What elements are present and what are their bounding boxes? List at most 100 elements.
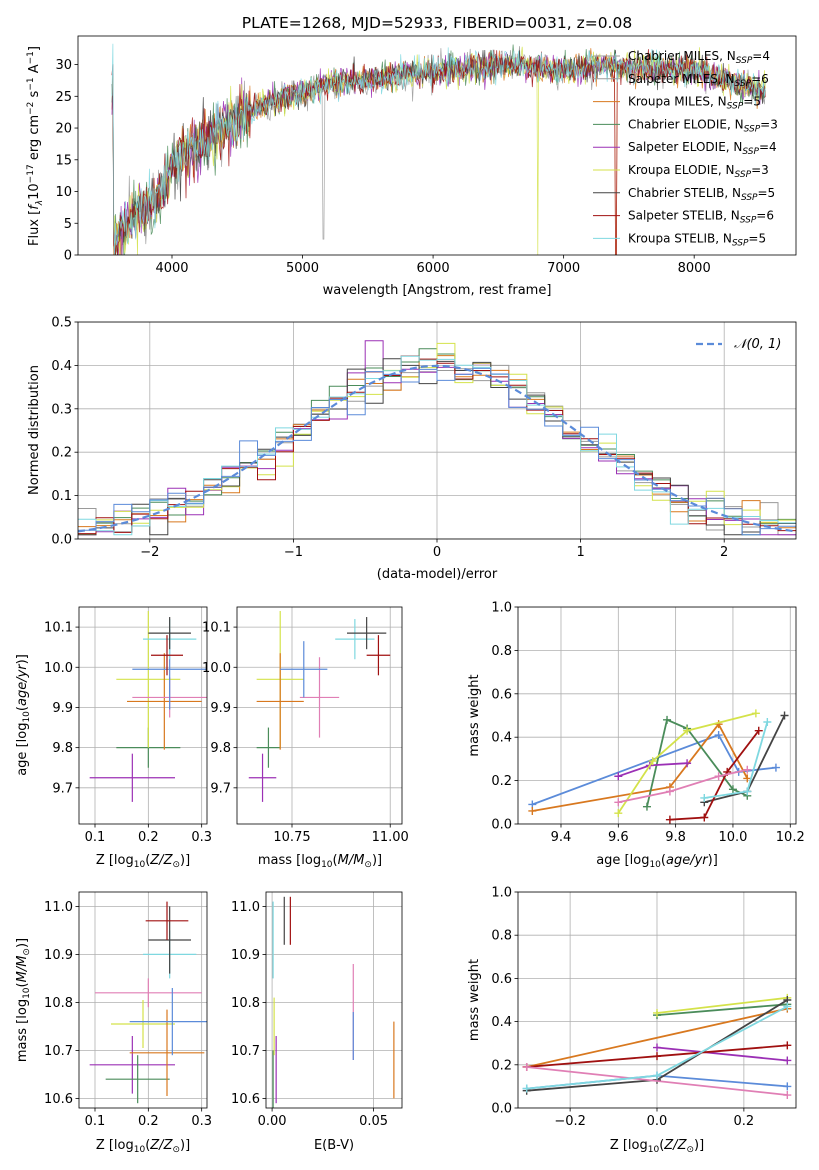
x-tick-label: 11.00: [372, 830, 409, 845]
x-tick-label: −2: [140, 545, 159, 560]
y-tick-label: 10.8: [231, 996, 260, 1011]
x-tick-label: 0.1: [85, 830, 106, 845]
weight-marker: [700, 793, 709, 802]
y-tick-label: 11.0: [231, 900, 260, 915]
x-tick-label: 9.6: [608, 830, 629, 845]
x-tick-label: 0.1: [85, 1114, 106, 1129]
legend-label: 𝒩(0, 1): [734, 337, 781, 352]
legend-label: Chabrier STELIB, NSSP=5: [628, 186, 775, 203]
axes-frame: [265, 891, 403, 1109]
legend-label: Kroupa ELODIE, NSSP=3: [628, 163, 769, 180]
y-tick-label: 10: [55, 185, 72, 200]
weight-marker: [780, 711, 789, 720]
x-tick-label: 0.3: [191, 830, 212, 845]
weight-marker: [763, 718, 772, 727]
x-axis-label: age [log10(age/yr)]: [596, 853, 718, 870]
weight-marker: [683, 726, 692, 735]
weight-marker: [783, 1041, 792, 1050]
x-tick-label: 1: [576, 545, 584, 560]
legend-label: Chabrier MILES, NSSP=4: [628, 49, 770, 66]
spectrum-line: [111, 43, 766, 254]
x-tick-label: 6000: [417, 261, 450, 276]
y-tick-label: 9.8: [210, 741, 231, 756]
x-tick-label: 2: [720, 545, 728, 560]
weight-marker: [653, 1052, 661, 1061]
y-tick-label: 9.8: [52, 741, 73, 756]
y-tick-label: 0.2: [491, 1058, 512, 1073]
weight-marker: [754, 726, 763, 735]
panel-5: 9.4 9.6 9.8 10.0 10.2 0.0 0.2 0.4 0.6 0.8 1.0 mass …: [467, 601, 805, 871]
y-tick-label: 10.0: [202, 661, 231, 676]
histogram: [78, 367, 796, 536]
y-tick-label: 9.9: [52, 701, 73, 716]
x-tick-label: 0.0: [647, 1114, 668, 1129]
y-axis-label: Normed distribution: [27, 365, 42, 495]
weight-marker: [663, 715, 672, 724]
y-tick-label: 10.8: [44, 996, 73, 1011]
weight-line: [532, 722, 749, 812]
weight-line: [526, 1066, 788, 1096]
y-tick-label: 0.5: [51, 316, 72, 331]
x-tick-label: 0.05: [359, 1114, 388, 1129]
x-axis-label: (data-model)/error: [377, 567, 498, 582]
y-axis-label: mass weight: [467, 959, 482, 1041]
y-tick-label: 0.8: [491, 929, 512, 944]
weight-marker: [783, 1002, 792, 1011]
axes-frame: [236, 606, 403, 825]
chart-title: PLATE=1268, MJD=52933, FIBERID=0031, z=0…: [242, 14, 632, 32]
axes-frame: [78, 891, 208, 1109]
weight-marker: [743, 787, 752, 796]
plot-area: [111, 43, 766, 255]
x-tick-label: 9.4: [551, 830, 572, 845]
y-tick-label: 0.2: [491, 774, 512, 789]
y-tick-label: 10.0: [44, 661, 73, 676]
plot-area: [79, 892, 207, 1108]
y-tick-label: 10.7: [231, 1044, 260, 1059]
legend-label: Chabrier ELODIE, NSSP=3: [628, 117, 778, 134]
y-tick-label: 10.6: [231, 1092, 260, 1107]
weight-line: [526, 1007, 788, 1068]
panel-7: 0.00 0.05 10.6 10.7 10.8 10.9 11.0 E(B-V): [231, 891, 403, 1153]
x-tick-label: 10.0: [718, 830, 747, 845]
y-tick-label: 20: [55, 122, 72, 137]
plot-area: [266, 892, 402, 1108]
x-tick-label: 9.8: [665, 830, 686, 845]
x-tick-label: 0.2: [138, 1114, 159, 1129]
axes-frame: [517, 606, 797, 825]
y-tick-label: 0.4: [491, 731, 512, 746]
y-tick-label: 9.9: [210, 701, 231, 716]
weight-line: [618, 768, 748, 804]
y-tick-label: 0.1: [51, 489, 72, 504]
legend-label: Salpeter ELODIE, NSSP=4: [628, 140, 777, 157]
weight-marker: [700, 813, 709, 822]
weight-marker: [653, 1008, 661, 1017]
y-tick-label: 5: [64, 217, 72, 232]
y-tick-label: 0.6: [491, 972, 512, 987]
weight-line: [656, 996, 788, 1014]
y-axis-label: mass [log10(M/M⊙)]: [15, 938, 32, 1062]
legend-label: Kroupa MILES, NSSP=5: [628, 95, 761, 112]
y-tick-label: 10.1: [44, 621, 73, 636]
weight-marker: [743, 774, 752, 783]
weight-marker: [665, 815, 674, 824]
weight-marker: [683, 759, 692, 768]
x-tick-label: 0.3: [191, 1114, 212, 1129]
y-tick-label: 25: [55, 90, 72, 105]
weight-marker: [771, 763, 780, 772]
y-axis-label: age [log10(age/yr)]: [15, 654, 32, 776]
weight-marker: [522, 1084, 531, 1093]
weight-marker: [743, 765, 752, 774]
y-tick-label: 1.0: [491, 886, 512, 901]
weight-line: [656, 1046, 788, 1062]
y-axis-label: mass weight: [467, 674, 482, 756]
axes-frame: [77, 35, 797, 256]
x-tick-label: 7000: [547, 261, 580, 276]
x-tick-label: 4000: [155, 261, 188, 276]
weight-marker: [528, 806, 537, 815]
x-axis-label: mass [log10(M/M⊙)]: [258, 853, 382, 870]
x-tick-label: 0: [433, 545, 441, 560]
legend-label: Salpeter MILES, NSSP=6: [628, 72, 769, 89]
x-tick-label: 10.2: [776, 830, 805, 845]
y-tick-label: 10.7: [44, 1044, 73, 1059]
weight-line: [656, 1003, 788, 1016]
